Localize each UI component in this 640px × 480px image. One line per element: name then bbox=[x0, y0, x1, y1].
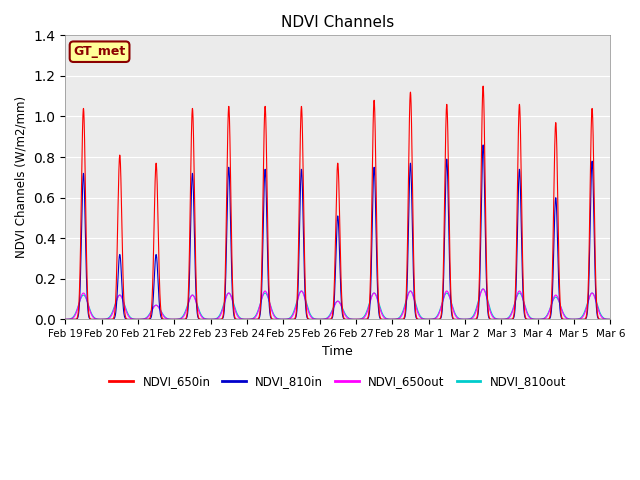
Title: NDVI Channels: NDVI Channels bbox=[281, 15, 394, 30]
Text: GT_met: GT_met bbox=[74, 45, 125, 58]
Legend: NDVI_650in, NDVI_810in, NDVI_650out, NDVI_810out: NDVI_650in, NDVI_810in, NDVI_650out, NDV… bbox=[105, 371, 571, 393]
Y-axis label: NDVI Channels (W/m2/mm): NDVI Channels (W/m2/mm) bbox=[15, 96, 28, 258]
X-axis label: Time: Time bbox=[323, 345, 353, 358]
